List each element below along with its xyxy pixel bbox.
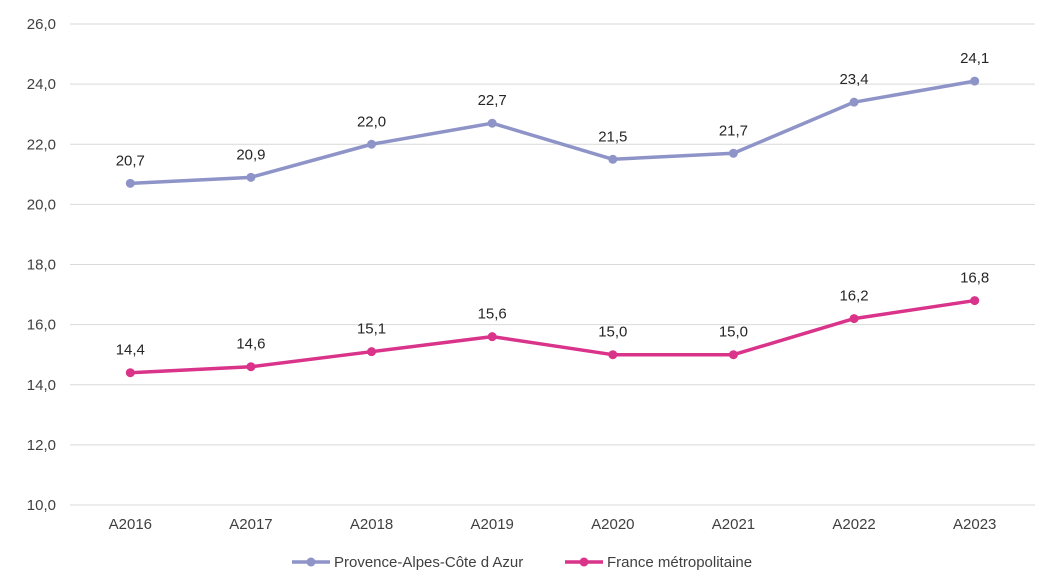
y-tick-label: 12,0 (27, 437, 56, 454)
series-line-0 (128, 79, 977, 186)
y-tick-label: 10,0 (27, 497, 56, 514)
legend-label: France métropolitaine (607, 554, 752, 571)
data-point (970, 76, 980, 86)
data-label: 15,0 (719, 324, 748, 341)
y-tick-label: 22,0 (27, 136, 56, 153)
x-axis: A2016 A2017 A2018 A2019 A2020 A2021 A2022 A2023 (109, 516, 997, 533)
x-tick-label: A2017 (229, 516, 272, 533)
data-point (367, 139, 377, 149)
data-point (728, 350, 738, 360)
data-point (125, 178, 135, 188)
y-tick-label: 24,0 (27, 76, 56, 93)
x-tick-label: A2019 (471, 516, 514, 533)
x-tick-label: A2016 (109, 516, 152, 533)
x-tick-label: A2020 (591, 516, 634, 533)
y-tick-label: 18,0 (27, 257, 56, 274)
data-point (367, 347, 377, 357)
data-point (849, 97, 859, 107)
data-label: 21,5 (598, 128, 627, 145)
data-point (246, 362, 256, 372)
data-point (728, 148, 738, 158)
x-tick-label: A2022 (832, 516, 875, 533)
legend-swatch-marker (579, 557, 589, 567)
data-point (849, 314, 859, 324)
y-axis: 10,0 12,0 14,0 16,0 18,0 20,0 22,0 24,0 26,0 (27, 16, 56, 514)
y-tick-label: 16,0 (27, 317, 56, 334)
data-point (608, 350, 618, 360)
y-tick-label: 14,0 (27, 377, 56, 394)
data-label: 24,1 (960, 50, 989, 67)
data-point (487, 332, 497, 342)
data-label: 22,0 (357, 113, 386, 130)
data-point (970, 296, 980, 306)
data-label: 23,4 (839, 71, 868, 88)
data-point (487, 118, 497, 128)
data-label: 15,6 (478, 306, 507, 323)
data-label: 21,7 (719, 122, 748, 139)
data-point (246, 172, 256, 182)
x-tick-label: A2021 (712, 516, 755, 533)
data-point (608, 154, 618, 164)
data-label: 20,7 (116, 152, 145, 169)
y-tick-label: 26,0 (27, 16, 56, 33)
legend-label: Provence-Alpes-Côte d Azur (334, 554, 523, 571)
data-labels: 20,7 20,9 22,0 22,7 21,5 21,7 23,4 24,1 14,4 14,6… (116, 50, 990, 359)
data-label: 16,2 (839, 288, 868, 305)
data-label: 15,1 (357, 321, 386, 338)
data-label: 20,9 (236, 146, 265, 163)
data-point (125, 368, 135, 378)
gridlines (70, 23, 1035, 506)
legend: Provence-Alpes-Côte d Azur France métropo… (292, 554, 752, 571)
series-group (125, 76, 980, 378)
x-tick-label: A2018 (350, 516, 393, 533)
data-label: 14,6 (236, 336, 265, 353)
data-label: 22,7 (478, 92, 507, 109)
y-tick-label: 20,0 (27, 196, 56, 213)
data-label: 14,4 (116, 342, 145, 359)
data-label: 15,0 (598, 324, 627, 341)
series-line-1 (128, 298, 977, 375)
x-tick-label: A2023 (953, 516, 996, 533)
legend-swatch-marker (306, 557, 316, 567)
data-label: 16,8 (960, 270, 989, 287)
